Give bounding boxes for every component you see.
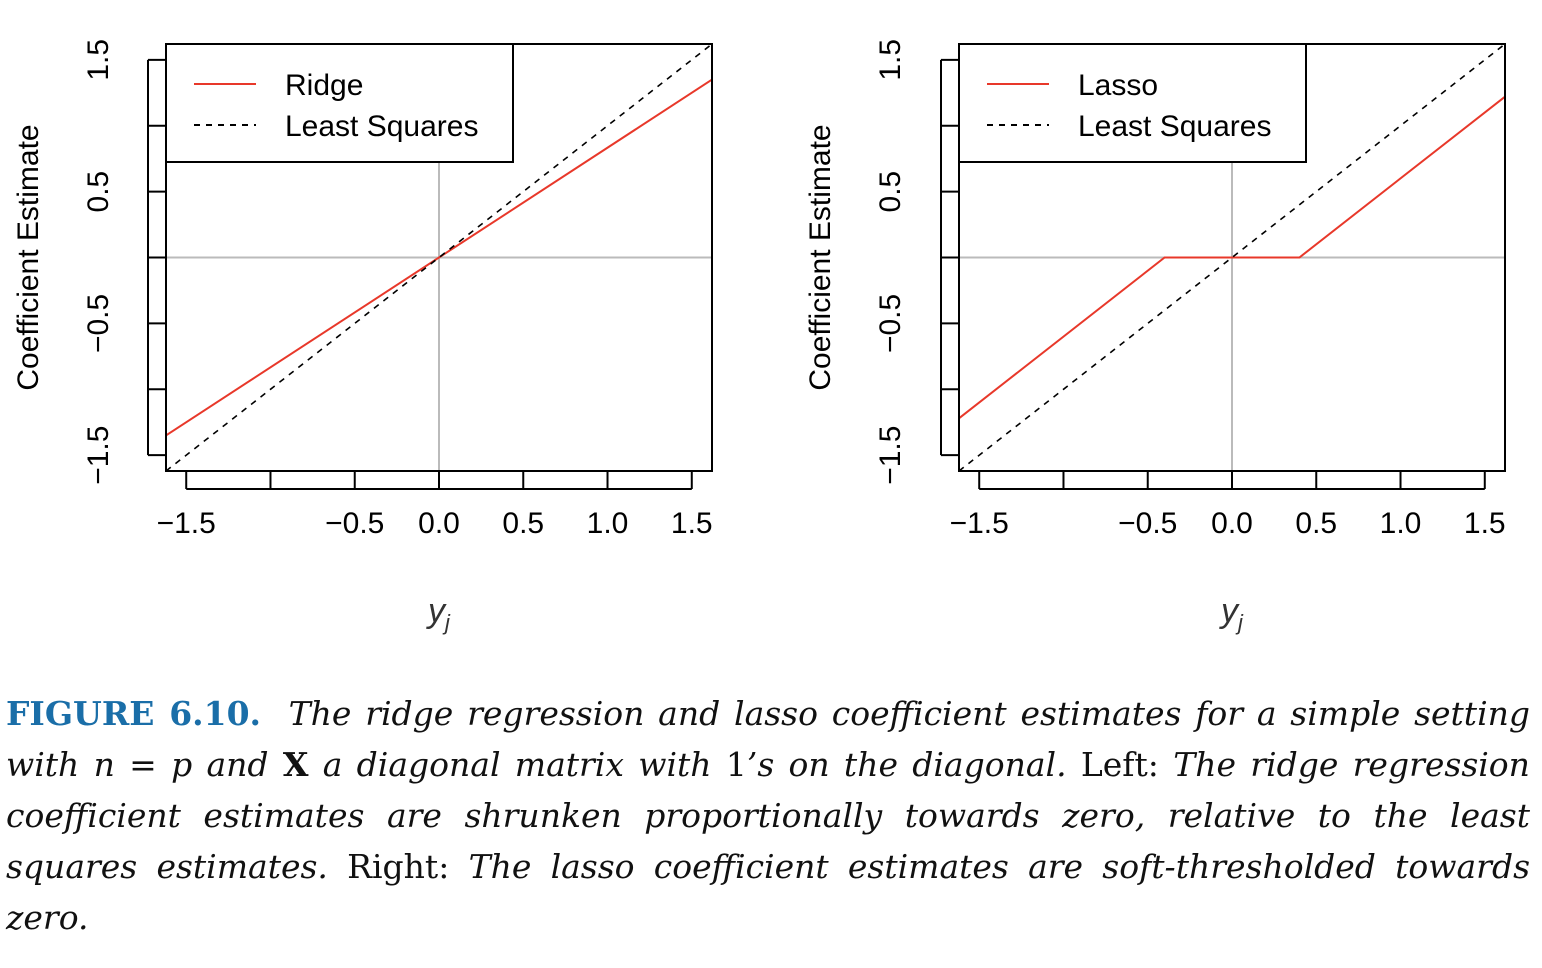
x-tick-label: 1.0: [587, 507, 629, 540]
x-axis-title-subscript: j: [1235, 610, 1244, 635]
legend-box: [165, 43, 514, 163]
x-axis-title-main: y: [426, 592, 447, 630]
caption-math3: 1: [725, 745, 747, 784]
legend-label: Least Squares: [1078, 110, 1271, 143]
series-line-lasso: [959, 95, 1505, 420]
y-tick-label: 0.5: [874, 171, 907, 213]
y-tick-label: −0.5: [82, 294, 115, 353]
figure-label: FIGURE 6.10.: [6, 694, 262, 733]
legend-label: Ridge: [285, 69, 363, 102]
x-tick-label: 1.5: [1464, 507, 1506, 540]
x-tick-label: 0.0: [418, 507, 460, 540]
caption-part3: a diagonal matrix with: [322, 745, 712, 784]
x-axis-title: yj: [426, 592, 451, 635]
caption-part2: and: [206, 745, 269, 784]
caption-part4: ’s on the diagonal.: [746, 745, 1067, 784]
y-tick-label: 1.5: [874, 39, 907, 81]
caption-math1: n = p: [93, 745, 193, 784]
x-tick-label: 0.5: [1295, 507, 1337, 540]
x-tick-label: −0.5: [325, 507, 384, 540]
caption-right-word: Right:: [347, 847, 450, 886]
legend-box: [958, 43, 1307, 163]
caption-math2: X: [282, 745, 309, 784]
chart-panel-2: −1.5 −0.5 0.0 0.5 1.0 1.5 −1.5 −0.5 0.5 1.5 Coeffi…: [804, 39, 1506, 635]
figure-caption: FIGURE 6.10. The ridge regression and la…: [6, 688, 1530, 943]
legend: Ridge Least Squares: [165, 43, 514, 163]
x-tick-label: −0.5: [1118, 507, 1177, 540]
legend: Lasso Least Squares: [958, 43, 1307, 163]
x-axis-title-main: y: [1219, 592, 1240, 630]
chart-panel-1: −1.5 −0.5 0.0 0.5 1.0 1.5 −1.5 −0.5 0.5 1.5 Coeffi…: [12, 39, 713, 635]
caption-part6: The lasso coefficient estimates are soft…: [6, 847, 1531, 937]
x-axis-title-subscript: j: [442, 610, 451, 635]
legend-label: Least Squares: [285, 110, 478, 143]
series-line-least-squares: [959, 44, 1505, 471]
x-tick-label: 0.0: [1211, 507, 1253, 540]
x-tick-label: 1.0: [1380, 507, 1422, 540]
figure-panels: −1.5 −0.5 0.0 0.5 1.0 1.5 −1.5 −0.5 0.5 1.5 Coeffi…: [12, 39, 1506, 635]
x-tick-label: −1.5: [157, 507, 216, 540]
legend-label: Lasso: [1078, 69, 1158, 102]
series-line-least-squares: [166, 44, 712, 471]
series-line-ridge: [166, 78, 712, 437]
y-tick-label: −1.5: [874, 426, 907, 485]
x-tick-label: 1.5: [671, 507, 713, 540]
x-axis-title: yj: [1219, 592, 1244, 635]
caption-part5: The ridge regression coefficient estimat…: [6, 745, 1530, 886]
caption-left-word: Left:: [1080, 745, 1159, 784]
x-tick-label: 0.5: [502, 507, 544, 540]
y-tick-label: 0.5: [82, 171, 115, 213]
y-tick-label: 1.5: [82, 39, 115, 81]
y-tick-label: −1.5: [82, 426, 115, 485]
x-tick-label: −1.5: [950, 507, 1009, 540]
caption-part1: The ridge regression and lasso coefficie…: [6, 694, 1530, 784]
y-axis-title: Coefficient Estimate: [804, 124, 837, 390]
y-tick-label: −0.5: [874, 294, 907, 353]
y-axis-title: Coefficient Estimate: [12, 124, 45, 390]
